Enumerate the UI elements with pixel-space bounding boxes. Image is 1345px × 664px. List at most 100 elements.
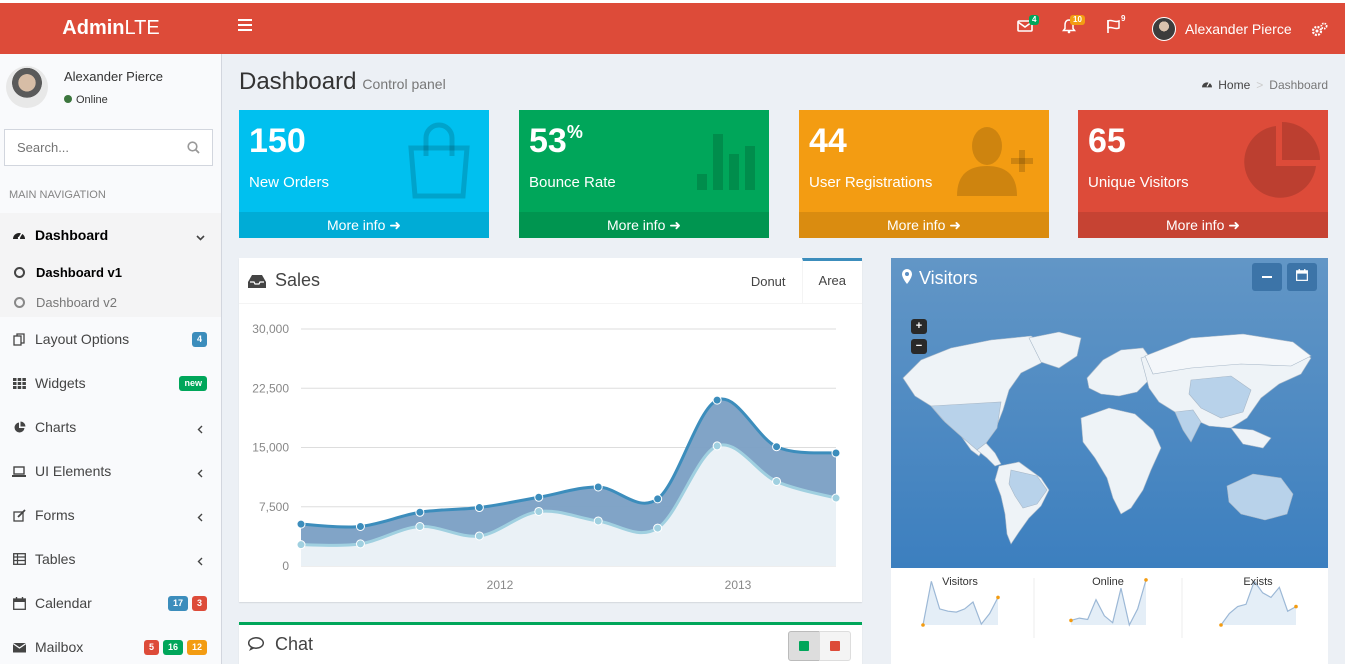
stat-box-orders: 150 New Orders More info ➜	[239, 110, 489, 238]
tab-area[interactable]: Area	[801, 258, 862, 303]
map-brazil	[1008, 469, 1048, 509]
sparkline-visitors	[921, 581, 1000, 627]
chevron-left-icon	[196, 421, 205, 437]
sparkline-area	[923, 581, 998, 625]
map-southeast-asia	[1230, 427, 1272, 449]
th-grid-icon	[12, 376, 26, 390]
tasks-badge: 9	[1121, 14, 1126, 23]
status-green-button[interactable]	[788, 631, 820, 661]
sidebar-item-widgets[interactable]: Widgets new	[0, 361, 221, 405]
series-1-point	[593, 482, 603, 492]
page-subtitle: Control panel	[362, 76, 446, 92]
sidebar-toggle-icon[interactable]	[238, 19, 252, 33]
arrow-circle-right-icon: ➜	[389, 217, 401, 233]
logo[interactable]: AdminLTE	[62, 17, 160, 39]
notifications-badge: 10	[1070, 15, 1085, 25]
count-badge: 16	[162, 640, 183, 655]
laptop-icon	[12, 464, 26, 478]
series-1-point	[653, 494, 663, 504]
main-header: AdminLTE 4 10 9 Alexander Pierce	[0, 0, 1345, 54]
visitors-title: Visitors	[919, 268, 978, 288]
messages-badge: 4	[1029, 15, 1040, 25]
header-user-name: Alexander Pierce	[1185, 21, 1292, 37]
sparkline-area	[1071, 579, 1146, 625]
stat-label: User Registrations	[809, 174, 933, 191]
series-1-point	[534, 492, 544, 502]
series-1-point	[474, 503, 484, 513]
map-china	[1188, 375, 1252, 419]
stat-number: 44	[809, 122, 847, 160]
count-badge: 17	[167, 596, 188, 611]
shopping-bag-icon	[399, 120, 479, 205]
user-panel: Alexander Pierce Online	[0, 54, 222, 124]
stat-number: 53%	[529, 122, 583, 160]
arrow-circle-right-icon: ➜	[1228, 217, 1240, 233]
count-badge: 4	[191, 332, 207, 347]
sparkline-point	[1294, 604, 1298, 609]
dashboard-icon	[12, 228, 26, 242]
breadcrumb-home[interactable]: Home	[1218, 78, 1251, 92]
sparkline-area	[1221, 581, 1296, 625]
search-icon[interactable]	[187, 141, 200, 159]
more-info-link[interactable]: More info ➜	[239, 212, 489, 238]
collapse-button[interactable]	[1252, 263, 1282, 291]
sidebar-item-ui-elements[interactable]: UI Elements	[0, 449, 221, 493]
date-range-button[interactable]	[1287, 263, 1317, 291]
more-info-link[interactable]: More info ➜	[519, 212, 769, 238]
flag-icon[interactable]: 9	[1106, 14, 1128, 41]
page-title: Dashboard Control panel	[239, 68, 446, 95]
calendar-icon	[12, 596, 26, 610]
map-greenland	[1028, 331, 1082, 369]
status-red-button[interactable]	[819, 631, 851, 661]
sidebar-item-dashboard-v1[interactable]: Dashboard v1	[0, 257, 221, 287]
sidebar-item-layout-options[interactable]: Layout Options 4	[0, 317, 221, 361]
sparkline-point	[1144, 578, 1148, 582]
pie-graph-icon	[1240, 122, 1320, 207]
chart-tabs: Donut Area	[735, 258, 862, 303]
sidebar-search	[4, 129, 213, 166]
sparkline-line	[1070, 579, 1147, 627]
sidebar-item-charts[interactable]: Charts	[0, 405, 221, 449]
table-icon	[12, 552, 26, 566]
gears-icon[interactable]	[1311, 22, 1328, 42]
count-badge: 5	[143, 640, 159, 655]
user-menu[interactable]: Alexander Pierce	[1152, 17, 1292, 41]
sidebar-item-tables[interactable]: Tables	[0, 537, 221, 581]
map-europe	[1086, 347, 1154, 397]
messages-icon[interactable]: 4	[1017, 15, 1040, 41]
search-input[interactable]	[5, 130, 175, 165]
edit-icon	[12, 508, 26, 522]
map-zoom-out-button[interactable]: −	[911, 339, 927, 354]
sparkline-point	[1219, 623, 1223, 627]
map-australia	[1226, 473, 1294, 521]
chevron-left-icon	[196, 509, 205, 525]
series-2-line	[300, 443, 837, 547]
visitors-map-panel: Visitors + −	[891, 258, 1328, 568]
series-1-point	[415, 507, 425, 517]
more-info-link[interactable]: More info ➜	[1078, 212, 1328, 238]
sparkline-label: Visitors	[942, 576, 978, 588]
series-2-point	[474, 531, 484, 541]
chevron-down-icon	[196, 229, 205, 245]
sidebar-item-dashboard-v2[interactable]: Dashboard v2	[0, 287, 221, 317]
sales-title: Sales	[275, 270, 321, 290]
sidebar-item-forms[interactable]: Forms	[0, 493, 221, 537]
series-1-point	[831, 448, 841, 458]
visitors-box: Visitors + −	[891, 258, 1328, 664]
sparkline-label: Exists	[1243, 576, 1273, 588]
more-info-link[interactable]: More info ➜	[799, 212, 1049, 238]
sidebar-item-mailbox[interactable]: Mailbox 5 16 12	[0, 625, 221, 664]
stat-label: New Orders	[249, 174, 330, 191]
sparkline-point	[1069, 618, 1073, 623]
map-russia	[1144, 333, 1312, 375]
chevron-left-icon	[196, 465, 205, 481]
tab-donut[interactable]: Donut	[750, 274, 786, 289]
notifications-bell-icon[interactable]: 10	[1062, 15, 1085, 41]
avatar	[6, 66, 48, 108]
circle-icon	[14, 266, 25, 278]
map-central-america	[976, 442, 1002, 467]
breadcrumb: Home > Dashboard	[1201, 78, 1328, 92]
sidebar-item-calendar[interactable]: Calendar 17 3	[0, 581, 221, 625]
map-zoom-in-button[interactable]: +	[911, 319, 927, 334]
sidebar-item-dashboard[interactable]: Dashboard	[0, 213, 221, 257]
